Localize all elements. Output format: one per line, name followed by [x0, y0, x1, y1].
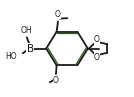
Text: B: B — [27, 43, 34, 54]
Text: HO: HO — [5, 52, 17, 61]
Text: O: O — [94, 35, 100, 44]
Text: OH: OH — [20, 26, 32, 35]
Text: O: O — [53, 76, 59, 85]
Text: O: O — [55, 10, 61, 19]
Text: O: O — [94, 53, 100, 62]
